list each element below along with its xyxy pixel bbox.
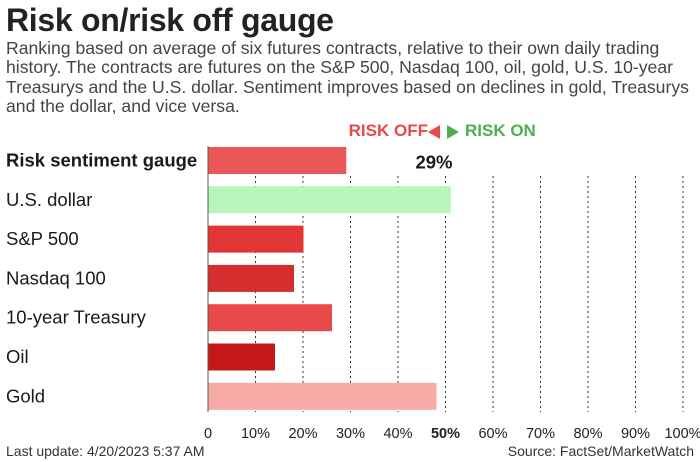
tick-label-30: 30% xyxy=(336,426,365,442)
tick-label-70: 70% xyxy=(526,426,555,442)
chart-subtitle: Ranking based on average of six futures … xyxy=(6,38,689,117)
tick-label-50: 50% xyxy=(431,426,460,442)
bar-nasdaq-100 xyxy=(208,264,294,292)
tick-label-100: 100% xyxy=(664,426,700,442)
bar-oil xyxy=(208,343,275,371)
category-label-s-p-500: S&P 500 xyxy=(6,228,79,249)
gauge-value-label: 29% xyxy=(415,152,452,173)
tick-label-80: 80% xyxy=(573,426,602,442)
risk-legend: RISK OFF RISK ON xyxy=(0,121,700,143)
tick-label-60: 60% xyxy=(478,426,507,442)
source-note: Source: FactSet/MarketWatch xyxy=(507,443,694,459)
risk-off-label: RISK OFF xyxy=(348,121,428,140)
tick-label-40: 40% xyxy=(383,426,412,442)
bar-risk-sentiment-gauge xyxy=(208,147,347,174)
arrow-right-icon xyxy=(447,125,459,139)
risk-on-label: RISK ON xyxy=(465,121,536,140)
category-label-nasdaq-100: Nasdaq 100 xyxy=(6,267,106,288)
category-label-10-year-treasury: 10-year Treasury xyxy=(6,307,147,328)
category-label-oil: Oil xyxy=(6,346,29,367)
tick-label-90: 90% xyxy=(621,426,650,442)
arrow-left-icon xyxy=(428,125,440,139)
bar-u-s-dollar xyxy=(208,186,451,214)
category-label-u-s-dollar: U.S. dollar xyxy=(6,189,92,210)
bar-10-year-treasury xyxy=(208,304,332,332)
bar-s-p-500 xyxy=(208,225,304,253)
bar-gold xyxy=(208,382,437,410)
tick-label-10: 10% xyxy=(241,426,270,442)
category-label-risk-sentiment-gauge: Risk sentiment gauge xyxy=(6,150,197,171)
tick-label-zero: 0 xyxy=(204,426,212,442)
tick-label-20: 20% xyxy=(288,426,317,442)
last-update: Last update: 4/20/2023 5:37 AM xyxy=(6,443,205,459)
chart-title: Risk on/risk off gauge xyxy=(6,2,334,38)
category-label-gold: Gold xyxy=(6,385,45,406)
